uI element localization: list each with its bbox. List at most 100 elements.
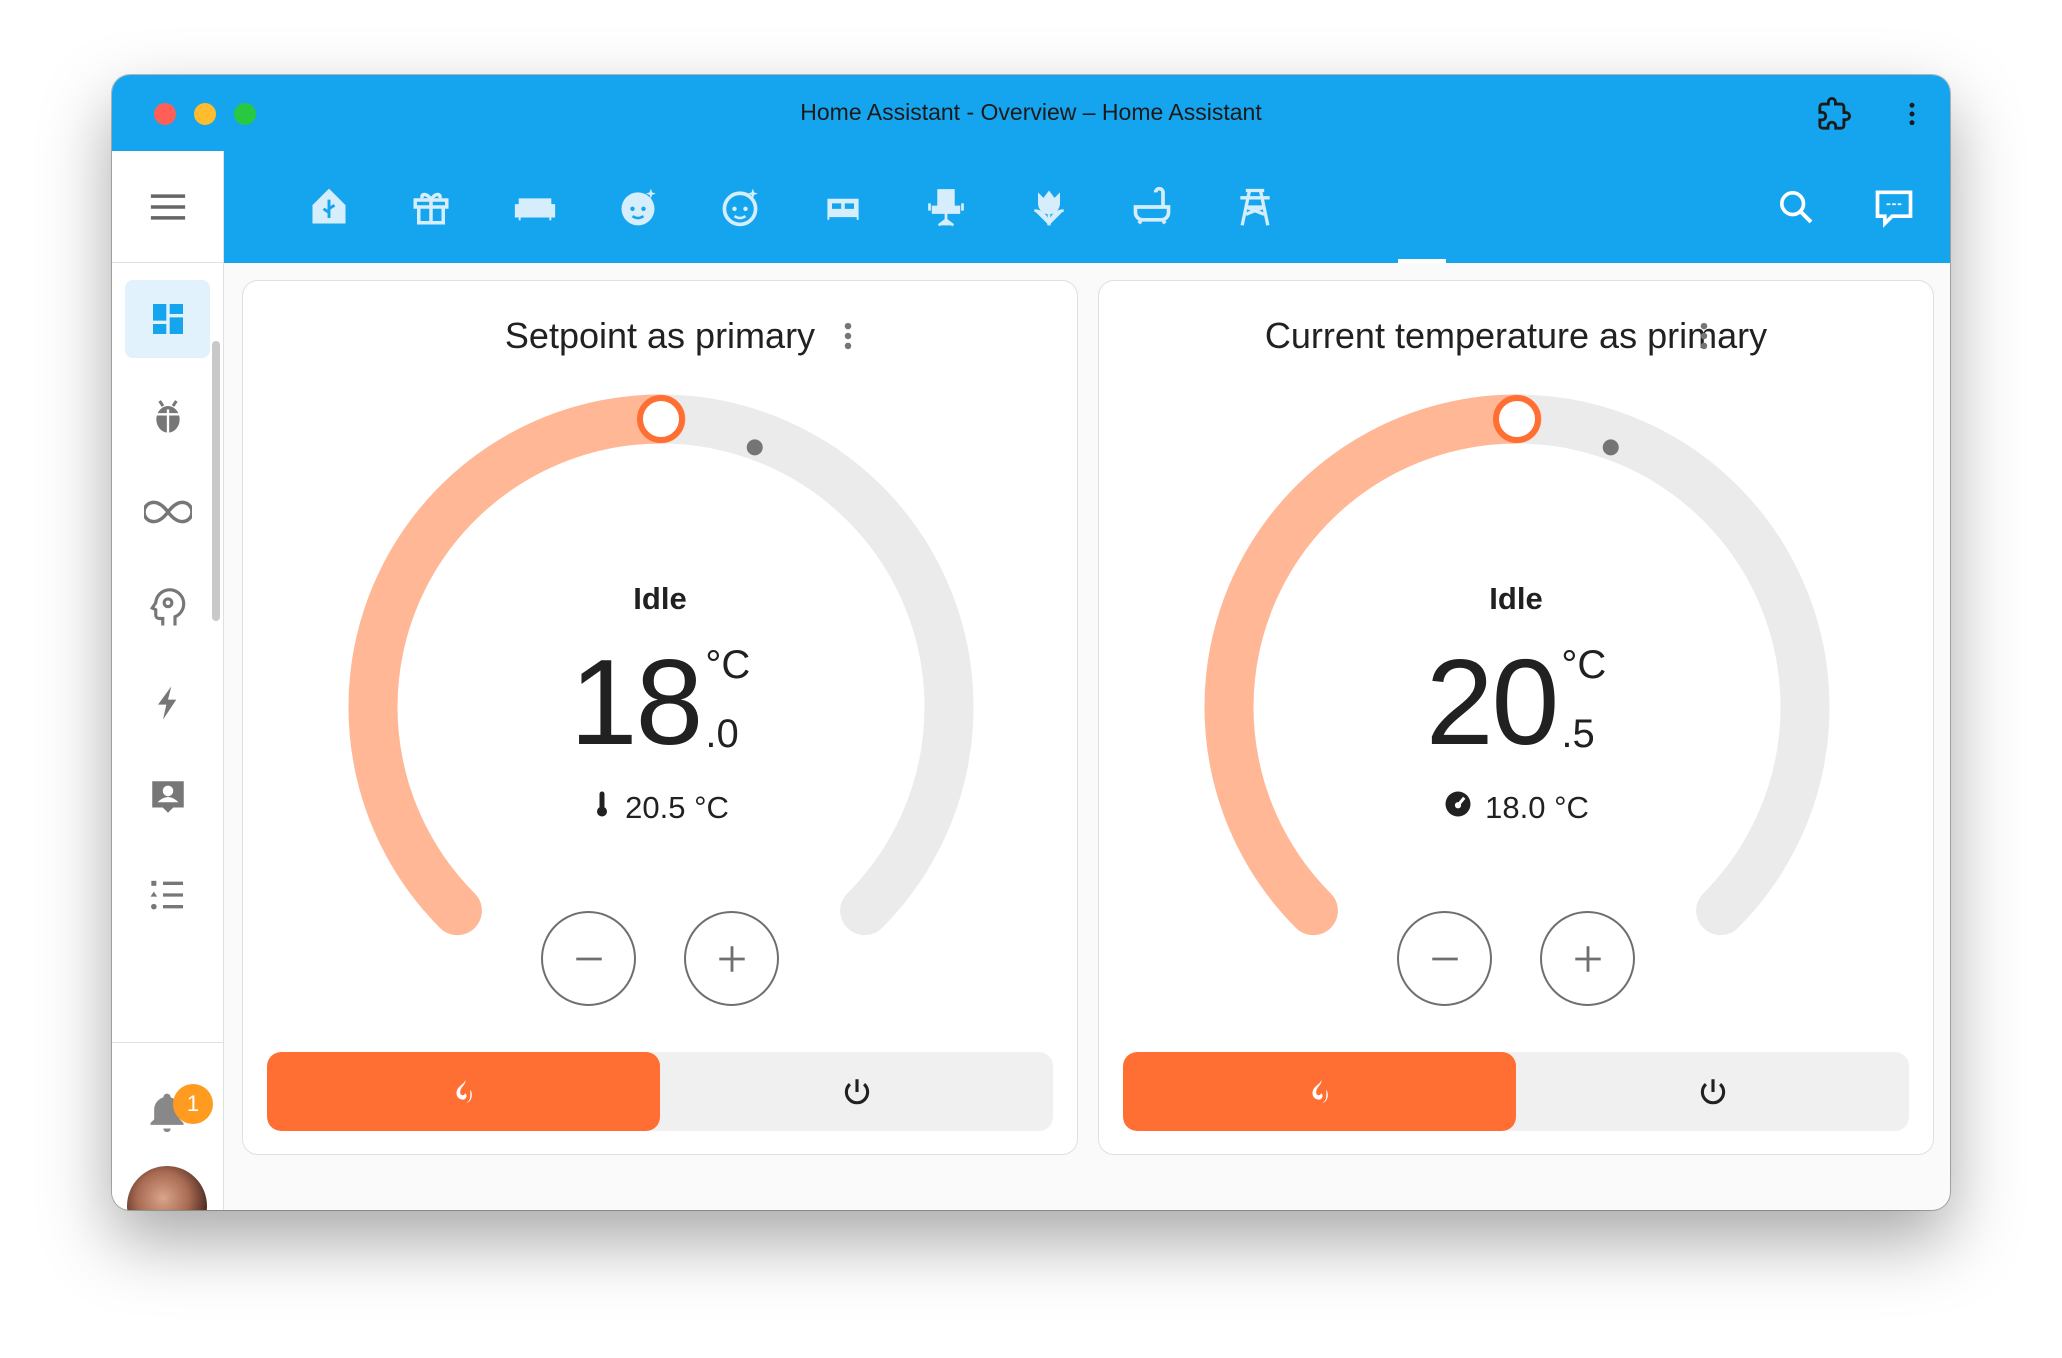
format-list-icon (150, 880, 183, 910)
hvac-action: Idle (1489, 581, 1543, 616)
tab-sofa[interactable] (510, 182, 560, 232)
window-title: Home Assistant - Overview – Home Assista… (800, 99, 1262, 125)
plus-icon (1574, 945, 1601, 972)
card-menu-button[interactable] (823, 311, 873, 361)
decrease-temperature-button[interactable] (1397, 911, 1492, 1006)
secondary-value: 20.5 °C (625, 790, 729, 825)
more-vert-icon (1700, 322, 1708, 350)
power-icon (1700, 1078, 1725, 1104)
primary-unit: °C (1561, 643, 1607, 687)
tab-flower-tulip[interactable] (1024, 182, 1074, 232)
fire-icon (1311, 1079, 1328, 1103)
sidebar: 1 (112, 151, 224, 1210)
assist-button[interactable] (1869, 182, 1919, 232)
bed-icon (827, 198, 859, 220)
mode-off-button[interactable] (660, 1052, 1053, 1131)
mode-heat-button[interactable] (267, 1052, 660, 1131)
thermometer-icon (597, 791, 608, 817)
account-box-icon (151, 781, 184, 813)
tab-home-floorplan[interactable] (304, 182, 354, 232)
search-icon (1780, 191, 1813, 224)
primary-integer: 20 (1425, 634, 1560, 770)
sidebar-item-infinity[interactable] (125, 473, 210, 551)
search-button[interactable] (1771, 182, 1821, 232)
desk-chair-icon (928, 189, 964, 227)
tab-baby-face[interactable] (613, 182, 663, 232)
primary-decimal: .5 (1561, 712, 1595, 756)
app-window: Home Assistant - Overview – Home Assista… (112, 75, 1950, 1210)
sidebar-item-overview[interactable] (125, 280, 210, 358)
more-vert-icon (844, 322, 852, 350)
primary-integer: 18 (569, 634, 704, 770)
gauge-icon (1445, 791, 1471, 817)
secondary-temperature: 20.5 °C (243, 789, 1077, 827)
temperature-gauge[interactable] (243, 281, 1079, 1041)
primary-temperature: 18 °C .0 (243, 641, 1077, 763)
minus-icon (575, 957, 602, 960)
power-pylon-icon (1240, 188, 1270, 226)
sidebar-toggle-button[interactable] (112, 151, 224, 263)
zoom-window-button[interactable] (234, 103, 256, 125)
secondary-temperature: 18.0 °C (1099, 789, 1933, 827)
dashboard-icon (152, 304, 183, 334)
primary-temperature: 20 °C .5 (1099, 641, 1933, 763)
thermostat-card: Current temperature as primary Idle 20 °… (1098, 280, 1934, 1155)
home-floorplan-icon (312, 188, 346, 224)
close-window-button[interactable] (154, 103, 176, 125)
plus-icon (718, 945, 745, 972)
user-avatar[interactable] (127, 1166, 207, 1210)
sidebar-item-head-cog[interactable] (125, 569, 210, 647)
mode-off-button[interactable] (1516, 1052, 1909, 1131)
fire-icon (455, 1079, 472, 1103)
sofa-icon (514, 198, 556, 221)
decrease-temperature-button[interactable] (541, 911, 636, 1006)
tab-bed[interactable] (818, 182, 868, 232)
current-temperature-marker (746, 439, 763, 456)
extension-icon[interactable] (1817, 97, 1851, 131)
increase-temperature-button[interactable] (1540, 911, 1635, 1006)
sidebar-item-energy[interactable] (125, 664, 210, 742)
hvac-mode-selector (1123, 1052, 1909, 1131)
title-bar: Home Assistant - Overview – Home Assista… (112, 75, 1950, 151)
current-temperature-marker (1602, 439, 1619, 456)
sidebar-scrollbar[interactable] (212, 341, 220, 621)
setpoint-handle[interactable] (637, 395, 685, 443)
assist-chat-icon (1875, 190, 1913, 228)
active-tab-indicator (1398, 259, 1446, 263)
hvac-mode-selector (267, 1052, 1053, 1131)
sidebar-item-list[interactable] (125, 856, 210, 934)
tab-desk-chair[interactable] (921, 182, 971, 232)
infinity-icon (143, 500, 192, 524)
tab-gift[interactable] (406, 182, 456, 232)
face-icon (722, 188, 758, 227)
sidebar-item-account-box[interactable] (125, 758, 210, 836)
sidebar-divider (112, 1042, 223, 1043)
hamburger-menu-icon (150, 193, 186, 220)
tab-bathtub[interactable] (1127, 182, 1177, 232)
gift-icon (413, 192, 449, 225)
top-toolbar (224, 151, 1950, 263)
flower-tulip-icon (1034, 190, 1064, 226)
window-menu-icon[interactable] (1902, 99, 1922, 129)
setpoint-handle[interactable] (1493, 395, 1541, 443)
increase-temperature-button[interactable] (684, 911, 779, 1006)
card-title: Current temperature as primary (1264, 315, 1768, 356)
minus-icon (1431, 957, 1458, 960)
baby-face-icon (621, 188, 656, 226)
secondary-value: 18.0 °C (1485, 790, 1589, 825)
temperature-gauge[interactable] (1099, 281, 1935, 1041)
notification-badge: 1 (173, 1084, 213, 1124)
card-menu-button[interactable] (1679, 311, 1729, 361)
head-cog-icon (149, 588, 185, 626)
mode-heat-button[interactable] (1123, 1052, 1516, 1131)
power-icon (844, 1078, 869, 1104)
tab-face[interactable] (715, 182, 765, 232)
tab-power-pylon[interactable] (1230, 182, 1280, 232)
lightning-icon (157, 686, 176, 720)
minimize-window-button[interactable] (194, 103, 216, 125)
primary-unit: °C (705, 643, 751, 687)
sidebar-item-bug[interactable] (125, 377, 210, 455)
hvac-action: Idle (633, 581, 687, 616)
bathtub-icon (1133, 186, 1171, 225)
thermostat-card: Setpoint as primary Idle 18 °C .0 20.5 °C (242, 280, 1078, 1155)
